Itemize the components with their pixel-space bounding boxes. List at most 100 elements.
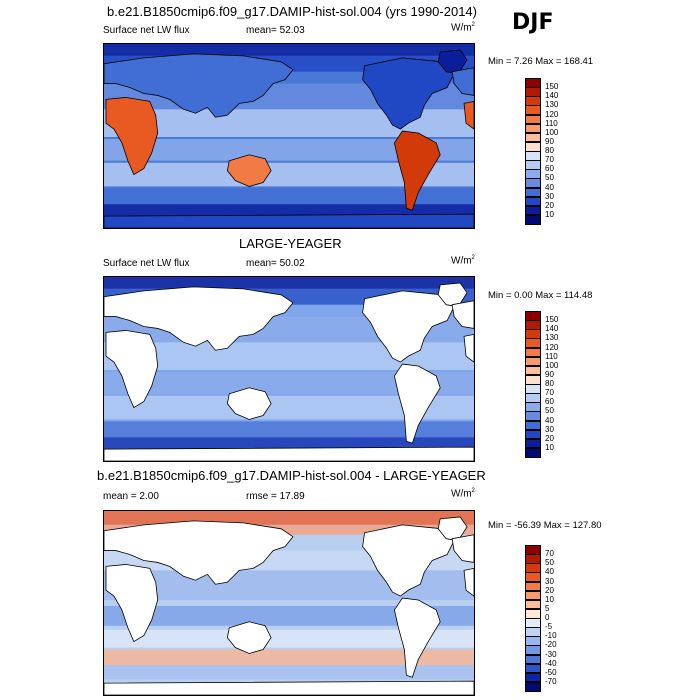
colorbar-tick-label: 70 bbox=[545, 388, 554, 398]
colorbar-tick-label: -40 bbox=[545, 658, 557, 668]
latitude-band bbox=[104, 665, 474, 680]
continent-europe-asia bbox=[104, 520, 474, 585]
colorbar-tick-label: 120 bbox=[545, 109, 559, 119]
map-canvas bbox=[104, 44, 474, 228]
panel-2-variable-label: Surface net LW flux bbox=[103, 258, 190, 269]
colorbar-tick-label: 120 bbox=[545, 342, 559, 352]
panel-2-mean-label: mean= 50.02 bbox=[246, 258, 305, 269]
latitude-band bbox=[104, 371, 474, 394]
latitude-band bbox=[104, 277, 474, 289]
colorbar-tick-label: 70 bbox=[545, 155, 554, 165]
colorbar-tick-label: -10 bbox=[545, 631, 557, 641]
colorbar-tick-label: 10 bbox=[545, 442, 554, 452]
colorbar-tick-label: 90 bbox=[545, 369, 554, 379]
latitude-band bbox=[104, 395, 474, 420]
panel-1-colorbar: 150 140 130 120 110 100 90 80 70 60 50 40 30 20 10 bbox=[525, 78, 585, 225]
colorbar-cell bbox=[525, 681, 541, 692]
colorbar-tick-label: 40 bbox=[545, 567, 554, 577]
colorbar-tick-label: 20 bbox=[545, 433, 554, 443]
latitude-band bbox=[104, 605, 474, 626]
colorbar-tick-label: -30 bbox=[545, 649, 557, 659]
colorbar-tick-label: -50 bbox=[545, 667, 557, 677]
colorbar-tick-label: 80 bbox=[545, 146, 554, 155]
unit-base: W/m bbox=[451, 255, 472, 267]
map-canvas bbox=[104, 511, 474, 695]
colorbar-tick-label: 50 bbox=[545, 406, 554, 416]
continent-australia bbox=[226, 387, 272, 420]
latitude-band bbox=[104, 437, 474, 450]
colorbar-cell bbox=[525, 447, 541, 458]
colorbar-tick-label: 40 bbox=[545, 415, 554, 425]
unit-base: W/m bbox=[451, 22, 472, 34]
colorbar-tick-label: 50 bbox=[545, 173, 554, 183]
colorbar-tick-label: 130 bbox=[545, 333, 559, 343]
latitude-band bbox=[104, 649, 474, 666]
panel-3-rmse-label: rmse = 17.89 bbox=[246, 491, 305, 502]
colorbar-tick-label: 50 bbox=[545, 558, 554, 568]
continent-africa bbox=[105, 330, 474, 409]
colorbar-tick-label: 140 bbox=[545, 91, 559, 101]
colorbar-tick-label: 40 bbox=[545, 182, 554, 192]
continent-antarctica bbox=[104, 213, 474, 228]
colorbar-tick-label: 150 bbox=[545, 82, 559, 92]
continent-australia bbox=[226, 621, 272, 654]
panel-2-colorbar: 150 140 130 120 110 100 90 80 70 60 50 40 30 20 10 bbox=[525, 311, 585, 458]
panel-3-title: b.e21.B1850cmip6.f09_g17.DAMIP-hist-sol.… bbox=[97, 468, 486, 483]
colorbar-tick-label: 70 bbox=[545, 549, 554, 559]
colorbar-tick-label: 150 bbox=[545, 315, 559, 325]
colorbar-tick-label: 100 bbox=[545, 360, 559, 370]
unit-exponent: 2 bbox=[471, 488, 475, 494]
colorbar-tick-label: -70 bbox=[545, 676, 557, 686]
colorbar-cell bbox=[525, 214, 541, 225]
panel-1-unit: W/m2 bbox=[451, 22, 475, 33]
panel-3-colorbar: 70 50 40 30 20 10 5 0 -5 -10 -20 -30 -40 -50 -70 bbox=[525, 545, 585, 692]
colorbar-tick-label: 90 bbox=[545, 136, 554, 146]
latitude-band bbox=[104, 511, 474, 525]
panel-3-map bbox=[103, 510, 475, 696]
latitude-band bbox=[104, 44, 474, 56]
colorbar-tick-label: -5 bbox=[545, 622, 553, 632]
colorbar-tick-label: 30 bbox=[545, 424, 554, 434]
panel-1-variable-label: Surface net LW flux bbox=[103, 25, 190, 36]
continent-europe-asia bbox=[104, 53, 474, 118]
colorbar-tick-label: 20 bbox=[545, 200, 554, 210]
continent-south-america bbox=[394, 363, 441, 444]
latitude-band bbox=[104, 524, 474, 535]
panel-1-mean-label: mean= 52.03 bbox=[246, 25, 305, 36]
season-label: DJF bbox=[512, 10, 554, 35]
colorbar-tick-label: 80 bbox=[545, 379, 554, 388]
colorbar-tick-label: 140 bbox=[545, 324, 559, 334]
latitude-band bbox=[104, 162, 474, 187]
continent-europe-asia bbox=[104, 286, 474, 351]
continent-australia bbox=[226, 154, 272, 187]
panel-2-unit: W/m2 bbox=[451, 255, 475, 266]
panel-2-map bbox=[103, 276, 475, 462]
colorbar-tick-label: 0 bbox=[545, 613, 550, 622]
map-canvas bbox=[104, 277, 474, 461]
colorbar-tick-label: 130 bbox=[545, 100, 559, 110]
unit-exponent: 2 bbox=[471, 22, 475, 28]
panel-3-unit: W/m2 bbox=[451, 488, 475, 499]
colorbar-tick-label: 60 bbox=[545, 397, 554, 407]
colorbar-tick-label: 60 bbox=[545, 164, 554, 174]
colorbar-tick-label: 30 bbox=[545, 576, 554, 586]
latitude-band bbox=[104, 138, 474, 161]
colorbar-tick-label: 100 bbox=[545, 127, 559, 137]
colorbar-tick-label: 30 bbox=[545, 191, 554, 201]
colorbar-tick-label: 10 bbox=[545, 594, 554, 604]
continent-antarctica bbox=[104, 680, 474, 695]
continent-antarctica bbox=[104, 446, 474, 461]
latitude-band bbox=[104, 204, 474, 217]
panel-3-minmax: Min = -56.39 Max = 127.80 bbox=[488, 520, 602, 531]
colorbar-tick-label: 110 bbox=[545, 118, 558, 128]
unit-base: W/m bbox=[451, 488, 472, 500]
colorbar-tick-label: 10 bbox=[545, 209, 554, 219]
panel-1-minmax: Min = 7.26 Max = 168.41 bbox=[488, 56, 594, 67]
colorbar-tick-label: 20 bbox=[545, 585, 554, 595]
panel-3-mean-label: mean = 2.00 bbox=[103, 491, 159, 502]
panel-2-minmax: Min = 0.00 Max = 114.48 bbox=[488, 290, 593, 301]
latitude-band bbox=[104, 629, 474, 648]
unit-exponent: 2 bbox=[471, 255, 475, 261]
colorbar-tick-label: -20 bbox=[545, 640, 557, 650]
latitude-band bbox=[104, 188, 474, 205]
